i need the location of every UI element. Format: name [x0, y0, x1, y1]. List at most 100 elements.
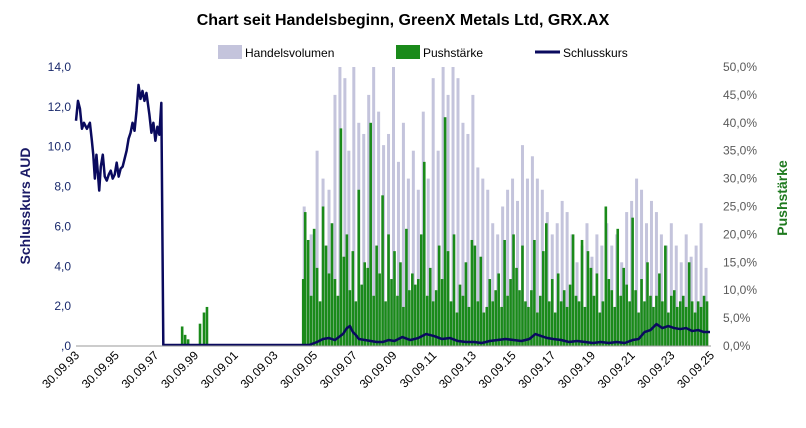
push-bar — [369, 122, 372, 346]
volume-bar — [461, 122, 465, 346]
volume-bar — [401, 122, 405, 346]
volume-bar — [535, 178, 539, 346]
y-tick-right: 25,0% — [723, 200, 757, 214]
volume-bar — [309, 234, 313, 346]
volume-bar — [481, 178, 485, 346]
push-bar — [583, 306, 587, 346]
push-bar — [661, 301, 664, 346]
push-bar — [333, 279, 337, 346]
volume-bar — [367, 94, 371, 347]
push-bar — [664, 245, 667, 346]
x-tick: 30.09.17 — [515, 348, 558, 391]
volume-bar — [699, 223, 703, 346]
push-bar — [414, 284, 417, 346]
volume-bar — [466, 133, 470, 346]
push-bar — [542, 251, 545, 346]
push-bar — [476, 301, 480, 346]
volume-bar — [640, 189, 644, 346]
push-bar — [372, 295, 375, 346]
push-bar — [449, 301, 453, 346]
push-bar — [607, 279, 611, 346]
push-bar — [360, 284, 364, 346]
y-tick-right: 35,0% — [723, 144, 757, 158]
push-bar — [431, 301, 435, 346]
x-tick: 30.09.03 — [238, 348, 281, 391]
push-bar — [527, 306, 530, 346]
volume-bar — [411, 150, 415, 346]
volume-bar — [406, 178, 410, 346]
push-bar — [631, 217, 634, 346]
push-bar — [363, 262, 367, 346]
volume-bar — [471, 94, 475, 347]
volume-bar — [501, 206, 505, 346]
push-bar — [702, 295, 706, 346]
volume-bar — [451, 67, 455, 346]
push-bar — [411, 273, 414, 346]
push-bar — [396, 295, 399, 346]
y-tick-right: 30,0% — [723, 172, 757, 186]
push-bar — [180, 326, 184, 346]
y-tick-left: 2,0 — [54, 299, 71, 313]
push-bar — [545, 223, 548, 346]
y-tick-right: 20,0% — [723, 227, 757, 241]
push-bar — [339, 128, 343, 346]
y-axis-left-label: Schlusskurs AUD — [17, 148, 33, 265]
push-bar — [699, 306, 703, 346]
legend-label-pushstaerke: Pushstärke — [423, 46, 483, 60]
push-bar — [705, 301, 709, 346]
push-bar — [533, 239, 536, 346]
push-bar — [467, 306, 471, 346]
push-bar — [553, 312, 557, 346]
volume-bar — [530, 156, 534, 346]
x-tick: 30.09.23 — [634, 348, 677, 391]
push-bar — [452, 234, 456, 346]
legend-swatch-handelsvolumen — [218, 45, 242, 59]
volume-bar — [565, 212, 569, 346]
push-bar — [574, 295, 578, 346]
push-bar — [690, 301, 694, 346]
volume-bar — [694, 245, 698, 346]
volume-bar — [392, 67, 395, 346]
push-bar — [616, 228, 620, 346]
push-bar — [550, 279, 554, 346]
push-bar — [198, 323, 202, 346]
push-bar — [524, 301, 527, 346]
push-bar — [336, 295, 340, 346]
push-bar — [419, 234, 423, 346]
volume-bar — [476, 167, 480, 346]
legend: Handelsvolumen Pushstärke Schlusskurs — [218, 45, 628, 60]
push-bar — [186, 339, 190, 346]
x-tick: 30.09.13 — [436, 348, 479, 391]
push-bar — [321, 206, 325, 346]
x-tick: 30.09.07 — [317, 348, 360, 391]
volume-bar — [654, 212, 658, 346]
x-tick: 30.09.93 — [39, 348, 82, 391]
volume-bar — [362, 133, 366, 346]
push-bar — [562, 290, 566, 346]
push-bar — [357, 189, 361, 346]
push-bar — [536, 312, 539, 346]
y-tick-left: 6,0 — [54, 219, 71, 233]
volume-bar — [343, 78, 347, 346]
x-tick: 30.09.95 — [79, 348, 122, 391]
push-bar — [387, 234, 390, 346]
price-layer — [74, 83, 711, 347]
push-bar — [324, 245, 328, 346]
push-bar — [446, 251, 450, 346]
push-bar — [592, 295, 596, 346]
push-bar — [309, 295, 313, 346]
volume-bar — [372, 67, 376, 346]
push-bar — [506, 295, 509, 346]
x-tick: 30.09.21 — [595, 348, 638, 391]
push-bar — [565, 306, 569, 346]
volume-bar — [431, 78, 435, 346]
x-tick: 30.09.05 — [277, 348, 320, 391]
push-bar — [402, 306, 405, 346]
y-tick-left: 10,0 — [48, 140, 72, 154]
push-bar — [613, 306, 617, 346]
push-bar — [521, 245, 524, 346]
y-tick-right: 50,0% — [723, 60, 757, 74]
volume-bar — [333, 94, 337, 347]
push-layer — [180, 117, 709, 346]
price-line — [74, 83, 711, 347]
